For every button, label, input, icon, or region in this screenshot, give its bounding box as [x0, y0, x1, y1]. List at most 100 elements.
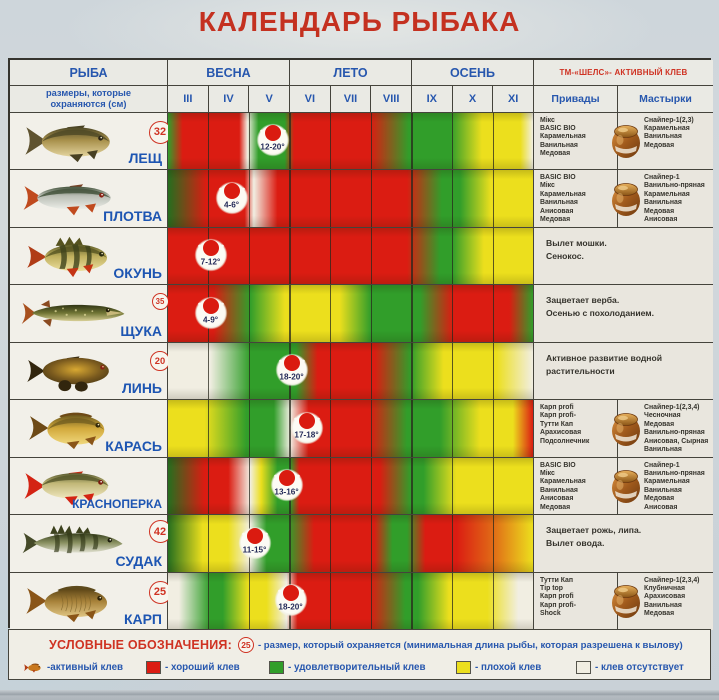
- header-size-note: размеры, которые охраняются (см): [10, 86, 168, 113]
- month-grid-line: [289, 572, 291, 630]
- bait-jar-icon: [609, 122, 643, 160]
- note-cell-ЩУКА: Зацветает верба. Осенью с похолоданием.: [534, 285, 713, 343]
- legend-item-active: -активный клев: [23, 657, 123, 677]
- baits-cell-КАРАСЬ: Карп profi Карп profi- Тутти Кап Арахисовая…: [534, 400, 618, 458]
- activity-strip-ПЛОТВА: 4-6°: [168, 170, 534, 228]
- month-grid-line: [289, 227, 291, 284]
- month-grid-line: [451, 572, 454, 630]
- month-grid-line: [492, 400, 495, 457]
- month-grid-line: [492, 342, 495, 399]
- spawn-temperature-marker: 12-20°: [256, 122, 290, 158]
- month-grid-line: [411, 112, 413, 169]
- month-grid-line: [451, 342, 454, 399]
- fish-cell-7: КРАСНОПЕРКА: [10, 457, 168, 515]
- month-grid-line: [492, 515, 495, 572]
- baits-list: BASIC BIO Мікс Карамельная Ванильная Анисова…: [540, 174, 586, 224]
- baits-list: Карп profi Карп profi- Тутти Кап Арахисовая…: [540, 404, 590, 445]
- legend-item-label: - плохой клев: [475, 661, 542, 673]
- month-grid-line: [329, 285, 332, 342]
- fish-cell-1: 32 ЛЕЩ: [10, 112, 172, 170]
- legend-item-label: - клев отсутствует: [595, 661, 684, 673]
- season-note: Активное развитие водной растительности: [546, 352, 663, 376]
- month-grid-line: [248, 342, 251, 399]
- month-grid-line: [411, 572, 413, 630]
- protected-size-badge: 25: [237, 637, 254, 653]
- note-cell-ЛИНЬ: Активное развитие водной растительности: [534, 342, 713, 400]
- fish-name-label: КРАСНОПЕРКА: [72, 497, 162, 511]
- header-season-2: ЛЕТО: [290, 60, 412, 86]
- month-grid-line: [207, 515, 210, 572]
- svg-text:17-18°: 17-18°: [294, 430, 318, 439]
- month-grid-line: [370, 112, 373, 169]
- season-note: Зацветает верба. Осенью с похолоданием.: [546, 295, 655, 318]
- month-grid-line: [329, 342, 332, 399]
- roach-fish-icon: [18, 176, 130, 225]
- month-grid-line: [492, 285, 495, 342]
- month-grid-line: [248, 227, 251, 284]
- legend-swatch-Y: [456, 660, 471, 674]
- fish-cell-9: 25 КАРП: [10, 572, 172, 630]
- svg-text:7-12°: 7-12°: [200, 258, 220, 267]
- fish-name-label: ЛЕЩ: [128, 150, 162, 166]
- legend-item-R: - хороший клев: [146, 657, 240, 677]
- pastes-cell-КАРАСЬ: Снайпер-1(2,3,4) Чесночная Медовая Ванильно…: [618, 400, 713, 458]
- header-month-VII: VII: [330, 86, 372, 113]
- fish-name-label: КАРАСЬ: [105, 437, 162, 454]
- legend-swatch-W: [576, 660, 591, 674]
- header-month-III: III: [168, 86, 209, 113]
- fish-name-label: ЛИНЬ: [121, 380, 162, 396]
- protected-size-circle: 35: [151, 293, 169, 310]
- month-grid-line: [451, 227, 454, 284]
- month-grid-line: [370, 400, 373, 457]
- spawn-temperature-marker: 11-15°: [238, 525, 272, 561]
- header-fish-column: РЫБА: [10, 60, 168, 86]
- month-grid-line: [289, 400, 291, 457]
- month-grid-line: [207, 457, 210, 514]
- legend-heading: УСЛОВНЫЕ ОБОЗНАЧЕНИЯ:: [49, 638, 232, 652]
- month-grid-line: [289, 515, 291, 572]
- month-grid-line: [248, 112, 251, 169]
- bait-jar-icon: [609, 467, 643, 505]
- activity-strip-ЩУКА: 4-9°: [168, 285, 534, 343]
- pastes-list: Снайпер-1(2,3,4) Клубничная Арахисовая Вани…: [644, 576, 700, 618]
- month-grid-line: [411, 515, 413, 572]
- month-grid-line: [289, 112, 291, 169]
- fish-name-label: ОКУНЬ: [113, 265, 162, 281]
- fish-name-label: СУДАК: [115, 552, 162, 569]
- month-grid-line: [451, 457, 454, 514]
- spawn-temperature-marker: 18-20°: [275, 352, 309, 388]
- zander-fish-icon: [18, 521, 130, 570]
- svg-text:18-20°: 18-20°: [278, 603, 302, 612]
- legend-item-G: - удовлетворительный клев: [269, 657, 426, 677]
- perch-fish-icon: [18, 234, 130, 283]
- month-grid-line: [248, 285, 251, 342]
- month-grid-line: [411, 342, 413, 399]
- month-grid-line: [370, 170, 373, 227]
- baits-cell-ПЛОТВА: BASIC BIO Мікс Карамельная Ванильная Анисова…: [534, 170, 618, 228]
- month-grid-line: [451, 285, 454, 342]
- legend-item-Y: - плохой клев: [456, 657, 541, 677]
- month-grid-line: [248, 170, 251, 227]
- page-title: КАЛЕНДАРЬ РЫБАКА: [198, 6, 521, 37]
- fish-cell-8: 42 СУДАК: [10, 515, 172, 573]
- season-note: Зацветает рожь, липа. Вылет овода.: [546, 525, 642, 548]
- season-note: Вылет мошки. Сенокос.: [546, 237, 607, 261]
- header-baits-column: Привады: [534, 86, 618, 113]
- header-pastes-column: Мастырки: [618, 86, 713, 113]
- legend-item-label: -активный клев: [47, 661, 124, 673]
- month-grid-line: [492, 457, 495, 514]
- month-grid-line: [370, 515, 373, 572]
- month-grid-line: [207, 342, 210, 399]
- month-grid-line: [289, 170, 291, 227]
- tench-fish-icon: [18, 349, 130, 398]
- header-season-3: ОСЕНЬ: [412, 60, 534, 86]
- header-month-VIII: VIII: [371, 86, 412, 113]
- baits-cell-КАРП: Тутти Кап Тip top Карп profi Карп profi- Sho…: [534, 572, 618, 630]
- header-month-IV: IV: [208, 86, 250, 113]
- month-grid-line: [207, 227, 210, 284]
- month-grid-line: [492, 112, 495, 169]
- baits-list: BASIC BIO Мікс Карамельная Ванильная Анисова…: [540, 461, 586, 511]
- month-grid-line: [207, 170, 210, 227]
- bait-jar-icon: [609, 180, 643, 218]
- month-grid-line: [289, 342, 291, 399]
